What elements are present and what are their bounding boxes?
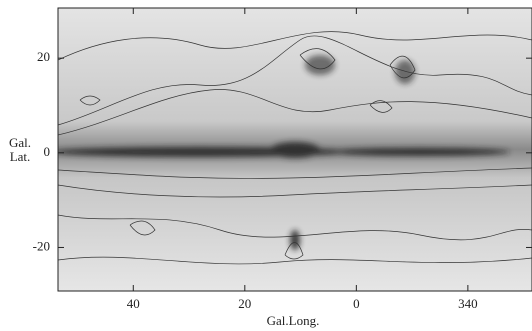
y-axis-label: Lat. xyxy=(10,149,31,164)
x-tick-label: 0 xyxy=(353,296,360,311)
plot-frame xyxy=(57,7,532,292)
y-tick-label: 0 xyxy=(44,144,51,159)
contour-map xyxy=(58,8,532,291)
x-tick-label: 340 xyxy=(458,296,478,311)
y-tick-label: -20 xyxy=(33,238,50,253)
y-tick-label: 20 xyxy=(37,49,50,64)
x-axis-label: Gal.Long. xyxy=(267,313,320,328)
x-tick-label: 20 xyxy=(238,296,251,311)
y-axis-label: Gal. xyxy=(9,135,31,150)
x-tick-label: 40 xyxy=(127,296,140,311)
